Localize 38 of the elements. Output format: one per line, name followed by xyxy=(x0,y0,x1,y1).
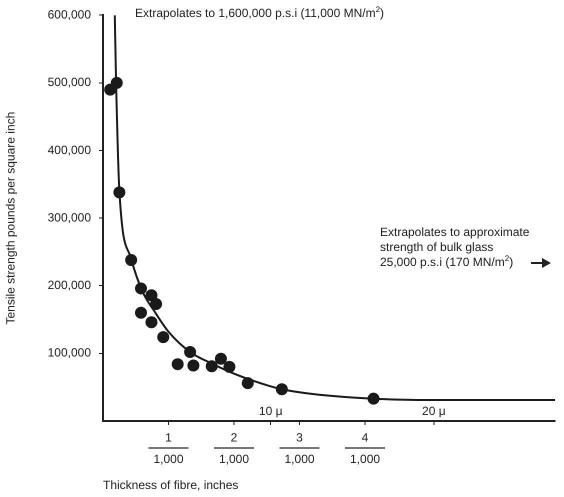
x-tick-label: 4 xyxy=(362,430,369,445)
annotation: Extrapolates to 1,600,000 p.s.i (11,000 MN/m$^{2}$) xyxy=(135,5,384,21)
annotation: 20 μ xyxy=(422,404,446,418)
point xyxy=(184,346,196,358)
y-tick-label: 300,000 xyxy=(48,210,92,224)
point xyxy=(276,383,288,396)
x-tick-label: 1 xyxy=(165,430,172,445)
annotation: Extrapolates to approximate strength of bulk glass 25,000 p.s.i (170 MN/m$^{2}$) xyxy=(380,225,530,270)
point xyxy=(134,282,147,294)
x-axis-title: Thickness of fibre, inches xyxy=(103,478,238,492)
point xyxy=(368,392,380,405)
point xyxy=(187,360,200,372)
text: 1,000 xyxy=(350,452,380,466)
point xyxy=(145,289,158,302)
point xyxy=(206,360,218,372)
y-tick-label: 400,000 xyxy=(48,142,92,157)
point xyxy=(150,298,162,310)
y-axis-title: Tensile strength pounds per square inch xyxy=(4,112,18,325)
text: 1,000 xyxy=(219,452,250,466)
point xyxy=(125,254,138,266)
point xyxy=(134,306,147,319)
point xyxy=(145,316,158,328)
x-tick-label: 2 xyxy=(230,430,238,445)
point xyxy=(157,331,170,344)
point xyxy=(172,358,184,370)
point xyxy=(113,186,126,198)
point xyxy=(223,360,236,373)
y-tick-label: 500,000 xyxy=(48,75,92,90)
y-tick-label: 200,000 xyxy=(48,278,92,292)
x-tick-label: 3 xyxy=(296,430,304,445)
annotation: 10 μ xyxy=(258,404,283,418)
text: 1,000 xyxy=(284,452,315,466)
point xyxy=(214,352,227,365)
y-tick-label: 600,000 xyxy=(48,8,92,22)
point xyxy=(242,377,254,390)
point xyxy=(110,76,123,89)
y-tick-label: 100,000 xyxy=(48,346,92,360)
text: 1,000 xyxy=(153,452,184,466)
